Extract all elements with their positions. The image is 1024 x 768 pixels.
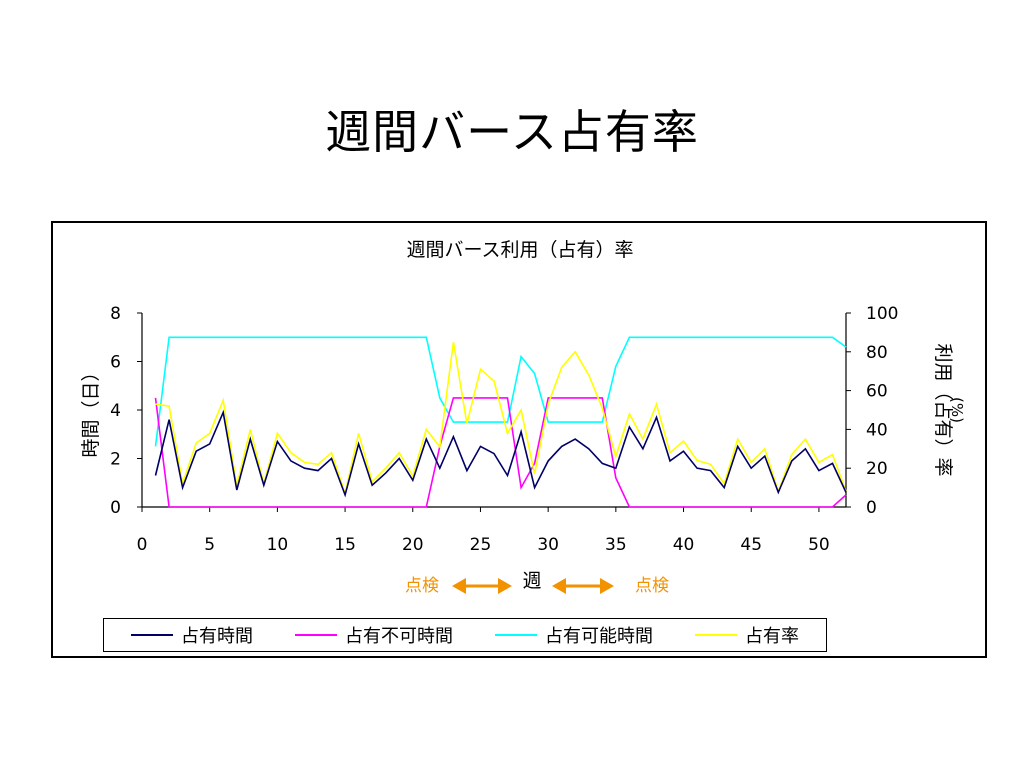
legend-item: 占有時間: [131, 622, 253, 648]
double-arrow-left-icon: [452, 578, 512, 594]
x-tick-label: 20: [402, 535, 424, 555]
series-line-1: [154, 397, 847, 508]
slide-title: 週間バース占有率: [325, 105, 699, 159]
legend: 占有時間 占有不可時間 占有可能時間 占有率: [103, 618, 827, 652]
x-tick-label: 0: [137, 535, 148, 555]
legend-item: 占有不可時間: [295, 622, 453, 648]
x-tick-label: 35: [605, 535, 627, 555]
y-right-tick-label: 0: [866, 498, 877, 518]
y-right-title: 利用（占有）率: [932, 343, 954, 476]
x-tick-label: 50: [808, 535, 830, 555]
y-right-tick-label: 40: [866, 420, 888, 440]
series-line-3: [155, 341, 847, 497]
x-tick-label: 5: [204, 535, 215, 555]
annotation-left-inspection: 点検: [405, 576, 439, 596]
legend-item: 占有可能時間: [495, 622, 653, 648]
legend-label: 占有時間: [181, 626, 253, 647]
double-arrow-right-icon: [552, 578, 614, 594]
y-left-tick-label: 8: [110, 304, 121, 324]
y-left-tick-label: 4: [110, 401, 121, 421]
legend-label: 占有率: [745, 626, 799, 647]
y-left-tick-label: 2: [110, 450, 121, 470]
legend-label: 占有可能時間: [545, 626, 653, 647]
x-tick-label: 15: [334, 535, 356, 555]
annotation-right-inspection: 点検: [635, 576, 669, 596]
y-right-tick-label: 100: [866, 304, 898, 324]
y-left-ticks: 0 2 4 6 8: [110, 304, 142, 518]
legend-label: 占有不可時間: [345, 626, 453, 647]
x-tick-label: 30: [537, 535, 559, 555]
legend-item: 占有率: [695, 622, 799, 648]
series-line-0: [154, 409, 847, 498]
y-right-tick-label: 20: [866, 459, 888, 479]
legend-swatch: [495, 634, 537, 636]
x-tick-label: 10: [267, 535, 289, 555]
y-right-tick-label: 60: [866, 382, 888, 402]
x-tick-label: 45: [740, 535, 762, 555]
y-left-title: 時間（日）: [80, 362, 102, 457]
x-tick-label: 25: [470, 535, 492, 555]
y-left-tick-label: 6: [110, 353, 121, 373]
legend-swatch: [295, 634, 337, 636]
series-line-2: [154, 336, 847, 447]
y-left-tick-label: 0: [110, 498, 121, 518]
x-ticks: 0 5 10 15 20 25 30 35 40 45 50: [137, 507, 830, 555]
y-right-ticks: 0 20 40 60 80 100: [846, 304, 898, 518]
legend-swatch: [695, 634, 737, 636]
y-right-tick-label: 80: [866, 343, 888, 363]
x-tick-label: 40: [673, 535, 695, 555]
x-axis-title: 週: [522, 570, 541, 592]
chart-title: 週間バース利用（占有）率: [406, 239, 633, 261]
y-right-unit: (%): [948, 397, 966, 423]
series-group: [154, 336, 847, 508]
legend-swatch: [131, 634, 173, 636]
